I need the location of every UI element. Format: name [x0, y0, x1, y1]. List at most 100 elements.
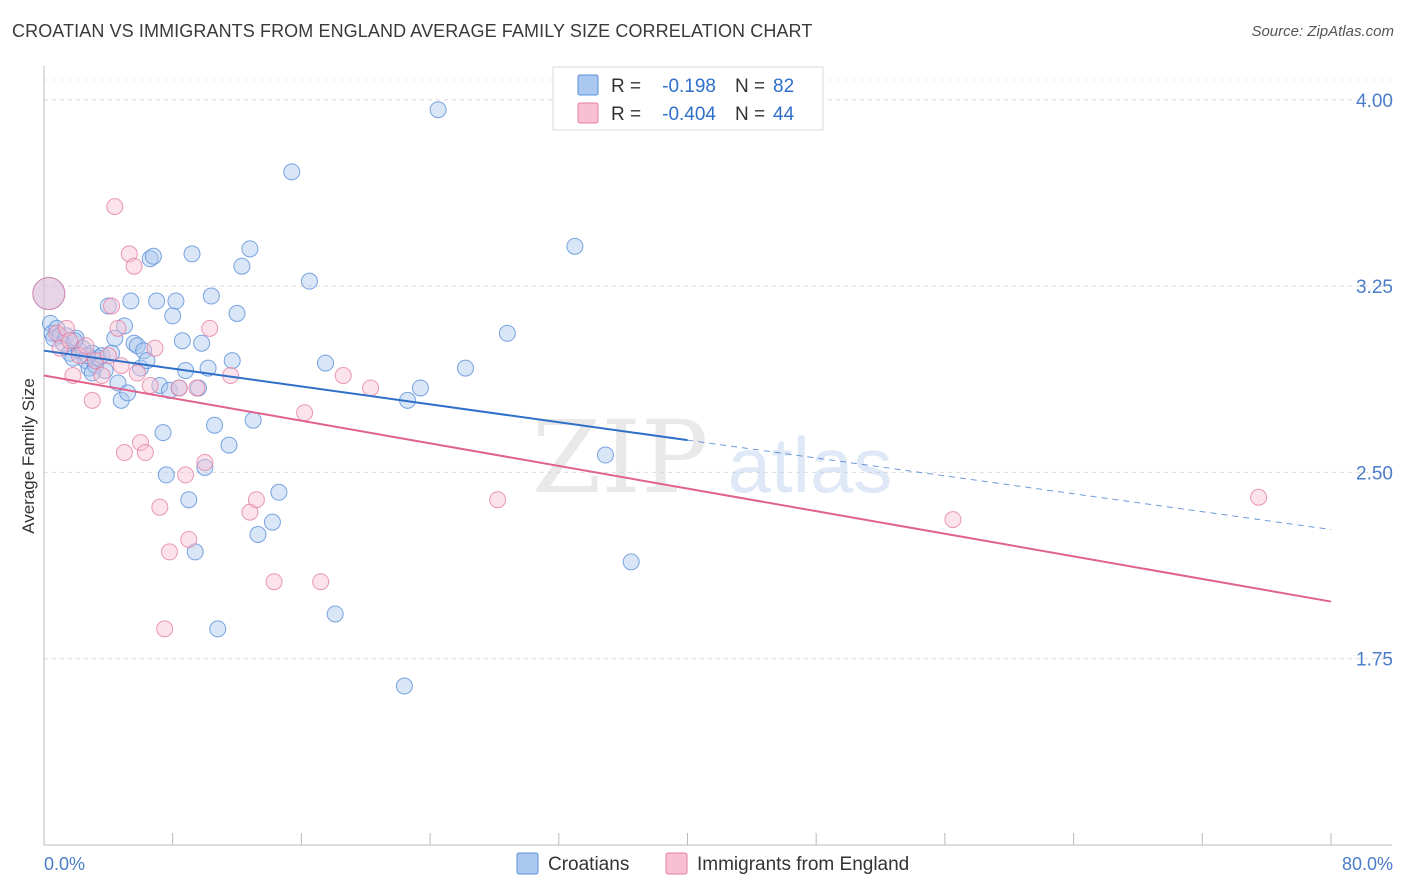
point-immigrants-england: [83, 391, 101, 409]
point-croatians: [283, 163, 301, 181]
point-immigrants-england: [128, 364, 146, 382]
y-tick-label: 2.50: [1356, 463, 1393, 484]
point-croatians: [122, 292, 140, 310]
x-tick-labels: 0.0% 80.0%: [44, 854, 1393, 874]
point-croatians: [498, 324, 516, 342]
legend-r-label: R =: [611, 104, 641, 125]
y-axis-label: Average Family Size: [19, 378, 38, 534]
point-croatians: [456, 359, 474, 377]
point-croatians: [157, 466, 175, 484]
point-croatians: [411, 379, 429, 397]
point-croatians: [164, 307, 182, 325]
legend-swatch-immigrants-england: [577, 102, 599, 124]
point-immigrants-england: [77, 337, 95, 355]
point-croatians: [233, 257, 251, 275]
point-immigrants-england: [125, 257, 143, 275]
point-croatians: [151, 376, 169, 394]
point-croatians: [173, 332, 191, 350]
point-immigrants-england: [151, 498, 169, 516]
point-croatians: [300, 272, 318, 290]
point-croatians: [244, 411, 262, 429]
point-immigrants-england: [362, 379, 380, 397]
point-immigrants-england: [265, 573, 283, 591]
point-immigrants-england: [93, 367, 111, 385]
point-immigrants-england: [334, 367, 352, 385]
bottom-legend-swatch-croatians: [516, 852, 539, 875]
point-croatians: [220, 436, 238, 454]
y-tick-label: 3.25: [1356, 277, 1393, 298]
point-immigrants-england: [944, 511, 962, 529]
point-croatians: [141, 250, 159, 268]
point-croatians: [317, 354, 335, 372]
point-immigrants-england: [109, 319, 127, 337]
point-immigrants-england: [115, 444, 133, 462]
trend-lines: [43, 349, 1332, 603]
legend-n-label: N =: [735, 104, 765, 125]
chart-title: CROATIAN VS IMMIGRANTS FROM ENGLAND AVER…: [12, 21, 813, 41]
legend-r-label: R =: [611, 76, 641, 97]
trend-line-croatians-extension: [687, 439, 1332, 531]
point-immigrants-england: [132, 434, 150, 452]
legend-n-value: 44: [773, 104, 795, 125]
legend-r-value: -0.404: [662, 104, 716, 125]
point-croatians: [228, 304, 246, 322]
point-croatians: [135, 342, 153, 360]
point-immigrants-england: [61, 332, 79, 350]
point-croatians: [241, 240, 259, 258]
grid-lines: [44, 79, 1392, 660]
point-croatians: [148, 292, 166, 310]
point-immigrants-england: [247, 491, 265, 509]
point-croatians: [209, 620, 227, 638]
point-croatians: [196, 458, 214, 476]
point-immigrants-england: [489, 491, 507, 509]
point-croatians: [622, 553, 640, 571]
x-tick-label: 80.0%: [1342, 854, 1393, 874]
point-immigrants-england: [196, 453, 214, 471]
bottom-legend: Croatians Immigrants from England: [516, 852, 909, 875]
point-croatians: [566, 237, 584, 255]
point-croatians: [206, 416, 224, 434]
point-croatians: [202, 287, 220, 305]
point-croatians: [154, 424, 172, 442]
legend-swatch-croatians: [577, 74, 599, 96]
source-label: Source: ZipAtlas.com: [1251, 23, 1394, 40]
point-croatians: [270, 483, 288, 501]
data-points: [32, 101, 1268, 695]
y-tick-labels: 1.75 2.50 3.25 4.00: [1356, 91, 1393, 671]
point-croatians: [167, 292, 185, 310]
point-croatians: [119, 384, 137, 402]
legend-n-value: 82: [773, 76, 794, 97]
point-immigrants-england: [141, 376, 159, 394]
point-immigrants-england: [312, 573, 330, 591]
point-croatians: [193, 334, 211, 352]
point-croatians: [263, 513, 281, 531]
point-croatians: [183, 245, 201, 263]
point-immigrants-england: [180, 530, 198, 548]
point-croatians: [596, 446, 614, 464]
point-immigrants-england: [177, 466, 195, 484]
point-immigrants-england: [156, 620, 174, 638]
bottom-legend-label-croatians: Croatians: [548, 854, 629, 875]
trend-line-croatians: [43, 349, 688, 442]
legend-r-value: -0.198: [662, 76, 716, 97]
point-immigrants-england: [170, 379, 188, 397]
point-croatians: [106, 329, 124, 347]
point-immigrants-england: [188, 379, 206, 397]
legend-n-label: N =: [735, 76, 765, 97]
point-immigrants-england: [106, 198, 124, 216]
bottom-legend-swatch-immigrants-england: [665, 852, 688, 875]
point-croatians: [223, 352, 241, 370]
legend-box: R = -0.198 N = 82 R = -0.404 N = 44: [552, 66, 824, 131]
point-immigrants-england: [146, 339, 164, 357]
point-croatians: [180, 491, 198, 509]
point-immigrants-england: [1250, 488, 1268, 506]
point-croatians: [326, 605, 344, 623]
x-tick-label: 0.0%: [44, 854, 85, 874]
point-immigrants-england: [103, 297, 121, 315]
point-croatians: [144, 247, 162, 265]
y-tick-label: 1.75: [1356, 650, 1393, 671]
trend-line-immigrants-england: [43, 374, 1332, 603]
point-croatians: [395, 677, 413, 695]
point-immigrants-england: [201, 319, 219, 337]
